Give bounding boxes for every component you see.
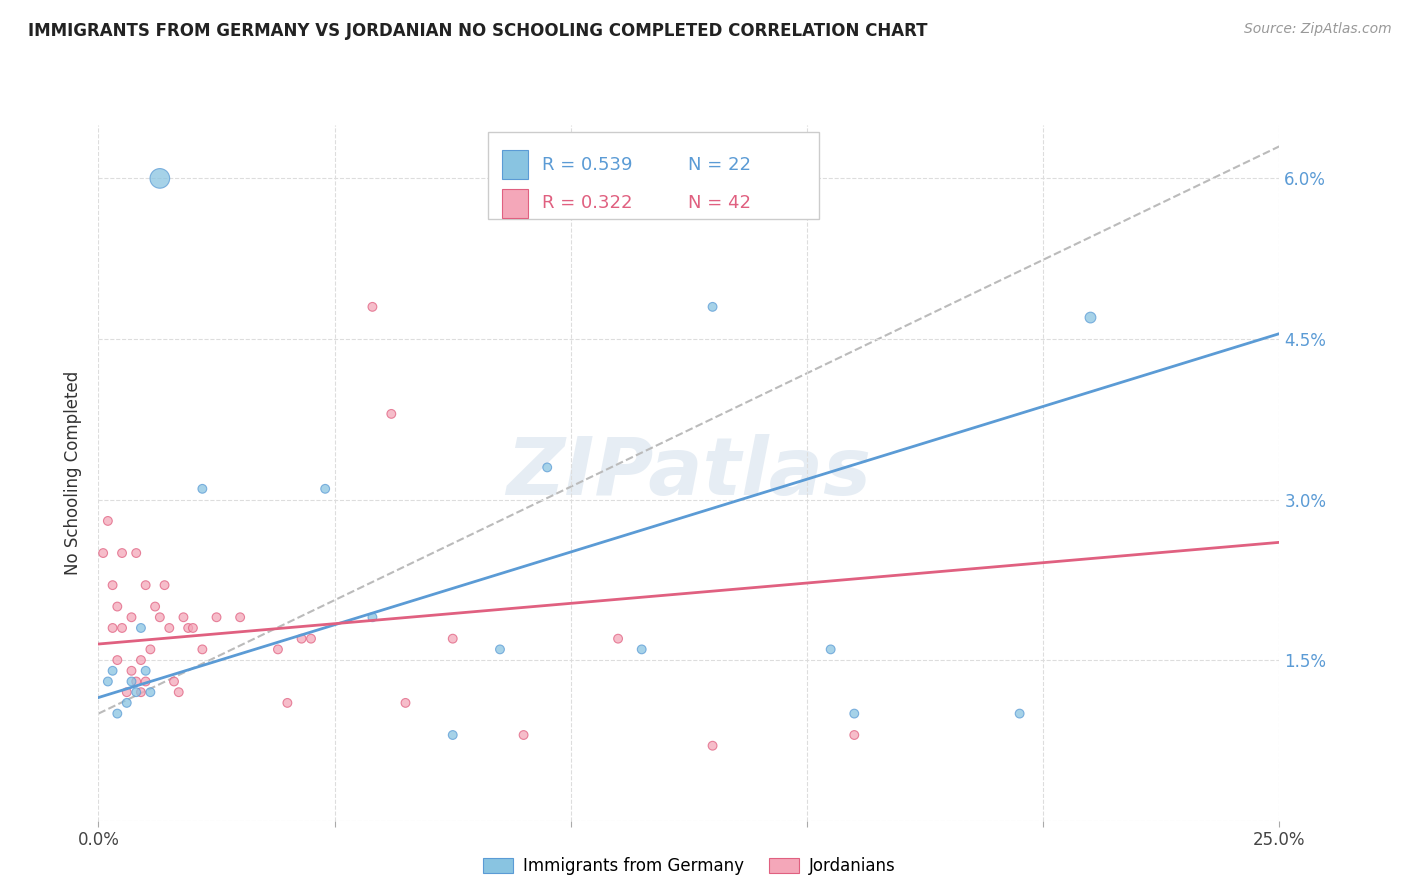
Point	[380, 407, 402, 421]
Point	[101, 621, 124, 635]
Point	[139, 642, 162, 657]
Point	[97, 674, 120, 689]
Point	[139, 685, 162, 699]
FancyBboxPatch shape	[488, 132, 818, 219]
Point	[361, 300, 384, 314]
Text: IMMIGRANTS FROM GERMANY VS JORDANIAN NO SCHOOLING COMPLETED CORRELATION CHART: IMMIGRANTS FROM GERMANY VS JORDANIAN NO …	[28, 22, 928, 40]
Point	[191, 482, 214, 496]
Bar	[502, 150, 529, 179]
Point	[229, 610, 252, 624]
Point	[177, 621, 200, 635]
Point	[361, 610, 384, 624]
Text: R = 0.539: R = 0.539	[543, 156, 633, 174]
Point	[167, 685, 190, 699]
Point	[181, 621, 204, 635]
Point	[157, 621, 180, 635]
Text: ZIPatlas: ZIPatlas	[506, 434, 872, 512]
Point	[153, 578, 176, 592]
Point	[844, 706, 866, 721]
Point	[191, 642, 214, 657]
Point	[121, 674, 143, 689]
Point	[135, 578, 157, 592]
Point	[276, 696, 298, 710]
Point	[121, 610, 143, 624]
Point	[91, 546, 114, 560]
Point	[820, 642, 842, 657]
Point	[121, 664, 143, 678]
Point	[129, 621, 152, 635]
Point	[129, 685, 152, 699]
Legend: Immigrants from Germany, Jordanians: Immigrants from Germany, Jordanians	[475, 851, 903, 882]
Point	[844, 728, 866, 742]
Point	[512, 728, 534, 742]
Point	[441, 728, 464, 742]
Point	[101, 664, 124, 678]
Text: N = 42: N = 42	[688, 194, 751, 212]
Y-axis label: No Schooling Completed: No Schooling Completed	[65, 371, 83, 574]
Point	[702, 739, 724, 753]
Point	[630, 642, 652, 657]
Bar	[502, 188, 529, 218]
Point	[299, 632, 322, 646]
Point	[115, 685, 138, 699]
Text: R = 0.322: R = 0.322	[543, 194, 633, 212]
Point	[111, 546, 134, 560]
Text: N = 22: N = 22	[688, 156, 751, 174]
Point	[105, 599, 128, 614]
Point	[135, 674, 157, 689]
Point	[115, 696, 138, 710]
Point	[536, 460, 558, 475]
Point	[143, 599, 166, 614]
Point	[267, 642, 290, 657]
Point	[105, 653, 128, 667]
Point	[172, 610, 194, 624]
Point	[129, 653, 152, 667]
Point	[205, 610, 228, 624]
Point	[149, 610, 172, 624]
Point	[607, 632, 630, 646]
Point	[135, 664, 157, 678]
Point	[702, 300, 724, 314]
Point	[125, 546, 148, 560]
Point	[314, 482, 336, 496]
Point	[163, 674, 186, 689]
Point	[101, 578, 124, 592]
Point	[97, 514, 120, 528]
Point	[1008, 706, 1031, 721]
Point	[441, 632, 464, 646]
Point	[149, 171, 172, 186]
Point	[394, 696, 416, 710]
Text: Source: ZipAtlas.com: Source: ZipAtlas.com	[1244, 22, 1392, 37]
Point	[489, 642, 512, 657]
Point	[1080, 310, 1102, 325]
Point	[105, 706, 128, 721]
Point	[125, 685, 148, 699]
Point	[290, 632, 312, 646]
Point	[111, 621, 134, 635]
Point	[125, 674, 148, 689]
